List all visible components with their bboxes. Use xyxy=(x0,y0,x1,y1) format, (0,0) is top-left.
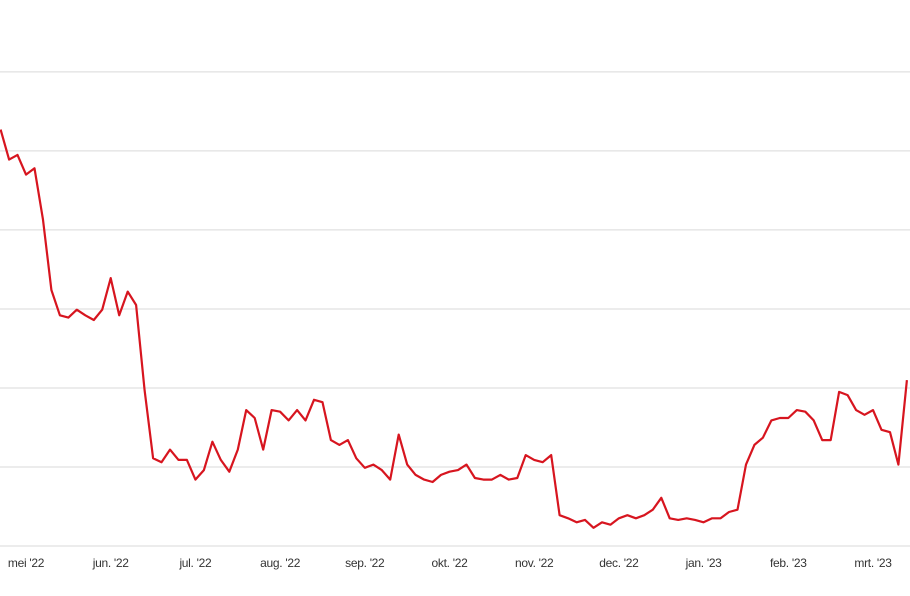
x-tick-label: nov. '22 xyxy=(515,556,554,570)
data-line xyxy=(0,129,908,529)
x-tick-label: feb. '23 xyxy=(770,556,807,570)
x-tick-label: mei '22 xyxy=(8,556,45,570)
x-tick-label: dec. '22 xyxy=(599,556,639,570)
x-tick-label: okt. '22 xyxy=(432,556,469,570)
x-tick-label: aug. '22 xyxy=(260,556,301,570)
x-tick-label: jan. '23 xyxy=(685,556,723,570)
x-tick-label: jul. '22 xyxy=(178,556,212,570)
x-tick-label: jun. '22 xyxy=(92,556,130,570)
x-tick-label: mrt. '23 xyxy=(854,556,892,570)
x-tick-label: sep. '22 xyxy=(345,556,385,570)
